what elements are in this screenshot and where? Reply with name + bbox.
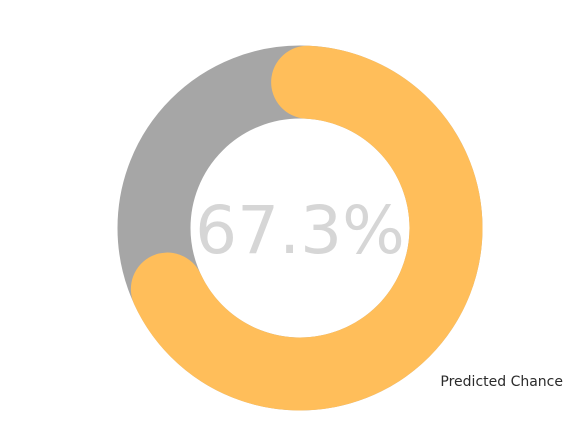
center-percentage-label: 67.3% xyxy=(195,192,405,269)
series-label: Predicted Chance xyxy=(440,374,563,390)
donut-value-arc xyxy=(130,45,483,411)
